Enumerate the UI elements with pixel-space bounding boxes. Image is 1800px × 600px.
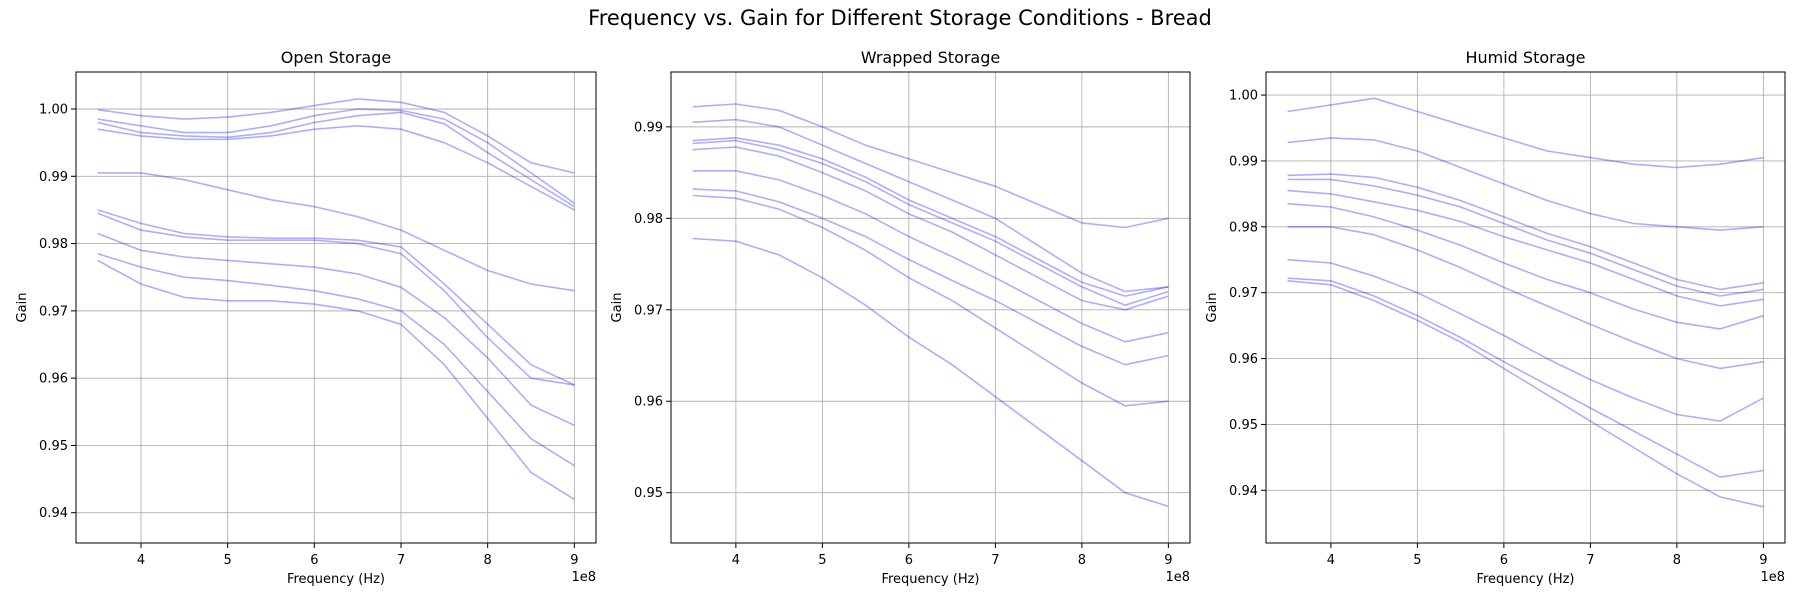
chart-panel-2: 4 5 6 7 8 9 0.95 0.96 0.97 0.98 0.99 1e8 Wrapped Sto… <box>610 48 1191 587</box>
x-tick-label: 6 <box>905 553 913 568</box>
x-offset-label: 1e8 <box>571 570 596 585</box>
x-tick-label: 9 <box>1759 553 1767 568</box>
y-tick-label: 0.99 <box>634 120 663 135</box>
y-tick-label: 0.98 <box>1229 220 1258 235</box>
series-line-7 <box>1287 226 1764 370</box>
series-line-7 <box>97 212 575 386</box>
series-line-2 <box>1287 137 1764 231</box>
x-tick-label: 8 <box>1078 553 1086 568</box>
series-line-6 <box>692 170 1169 343</box>
y-tick-label: 0.97 <box>634 303 663 318</box>
x-axis-label: Frequency (Hz) <box>287 572 385 587</box>
x-tick-label: 4 <box>137 553 145 568</box>
series-line-5 <box>97 172 575 292</box>
x-tick-label: 4 <box>732 553 740 568</box>
y-tick-label: 0.98 <box>39 237 68 252</box>
series-line-8 <box>97 232 575 427</box>
y-tick-label: 0.95 <box>1229 418 1258 433</box>
panel-title: Open Storage <box>281 48 391 67</box>
panel-title: Wrapped Storage <box>861 48 1000 67</box>
x-tick-label: 7 <box>1586 553 1594 568</box>
x-tick-label: 8 <box>1673 553 1681 568</box>
series-line-3 <box>692 137 1169 297</box>
x-tick-label: 8 <box>484 553 492 568</box>
series-line-6 <box>1287 202 1764 330</box>
y-tick-label: 0.99 <box>1229 154 1258 169</box>
series-line-8 <box>1287 258 1764 422</box>
series-group <box>1287 97 1764 508</box>
x-axis-label: Frequency (Hz) <box>881 572 979 587</box>
panel-title: Humid Storage <box>1465 48 1585 67</box>
grid <box>671 72 1190 543</box>
series-line-2 <box>692 118 1169 293</box>
grid <box>76 72 596 543</box>
y-tick-label: 0.98 <box>634 212 663 227</box>
series-line-1 <box>97 98 575 174</box>
chart-panel-1: 4 5 6 7 8 9 0.94 0.95 0.96 0.97 0.98 0.99 1.00 1e8 Ope… <box>15 48 597 587</box>
series-line-8 <box>692 194 1169 407</box>
series-line-1 <box>692 103 1169 229</box>
y-axis-label: Gain <box>1205 293 1220 323</box>
x-offset-label: 1e8 <box>1760 570 1785 585</box>
y-tick-label: 0.94 <box>1229 484 1258 499</box>
series-line-4 <box>1287 178 1764 297</box>
x-tick-label: 5 <box>1413 553 1421 568</box>
x-tick-label: 9 <box>1164 553 1172 568</box>
series-line-2 <box>97 108 575 204</box>
x-axis-label: Frequency (Hz) <box>1476 572 1574 587</box>
figure-title: Frequency vs. Gain for Different Storage… <box>588 6 1212 30</box>
x-tick-label: 7 <box>397 553 405 568</box>
series-line-10 <box>1287 280 1764 508</box>
series-line-1 <box>1287 97 1764 169</box>
y-tick-label: 0.95 <box>634 486 663 501</box>
series-group <box>97 98 575 500</box>
y-axis-label: Gain <box>610 293 625 323</box>
grid <box>1266 72 1785 543</box>
y-tick-label: 0.99 <box>39 170 68 185</box>
y-tick-label: 1.00 <box>39 103 68 118</box>
plot-frame <box>75 71 597 544</box>
x-tick-label: 5 <box>224 553 232 568</box>
series-line-3 <box>1287 173 1764 291</box>
y-tick-label: 0.94 <box>39 506 68 521</box>
series-group <box>692 103 1169 508</box>
y-tick-label: 0.97 <box>39 304 68 319</box>
series-line-10 <box>97 259 575 500</box>
y-tick-label: 1.00 <box>1229 89 1258 104</box>
chart-panel-3: 4 5 6 7 8 9 0.94 0.95 0.96 0.97 0.98 0.99 1.00 1e8 Hum… <box>1205 48 1786 587</box>
series-line-4 <box>692 139 1169 307</box>
y-tick-label: 0.96 <box>1229 352 1258 367</box>
series-line-7 <box>692 188 1169 366</box>
y-tick-label: 0.97 <box>1229 286 1258 301</box>
x-offset-label: 1e8 <box>1165 570 1190 585</box>
x-tick-label: 7 <box>991 553 999 568</box>
series-line-9 <box>1287 277 1764 478</box>
x-tick-label: 6 <box>1500 553 1508 568</box>
y-tick-label: 0.96 <box>39 372 68 387</box>
x-tick-label: 5 <box>818 553 826 568</box>
series-line-9 <box>692 237 1169 508</box>
series-line-6 <box>97 209 575 386</box>
plot-frame <box>1265 71 1786 544</box>
y-tick-label: 0.96 <box>634 395 663 410</box>
x-tick-label: 9 <box>570 553 578 568</box>
x-tick-label: 6 <box>310 553 318 568</box>
series-line-3 <box>97 111 575 208</box>
series-line-4 <box>97 125 575 211</box>
series-line-5 <box>692 146 1169 311</box>
y-axis-label: Gain <box>15 293 30 323</box>
plot-frame <box>670 71 1191 544</box>
x-tick-label: 4 <box>1327 553 1335 568</box>
y-tick-label: 0.95 <box>39 439 68 454</box>
series-line-5 <box>1287 189 1764 307</box>
series-line-9 <box>97 252 575 467</box>
